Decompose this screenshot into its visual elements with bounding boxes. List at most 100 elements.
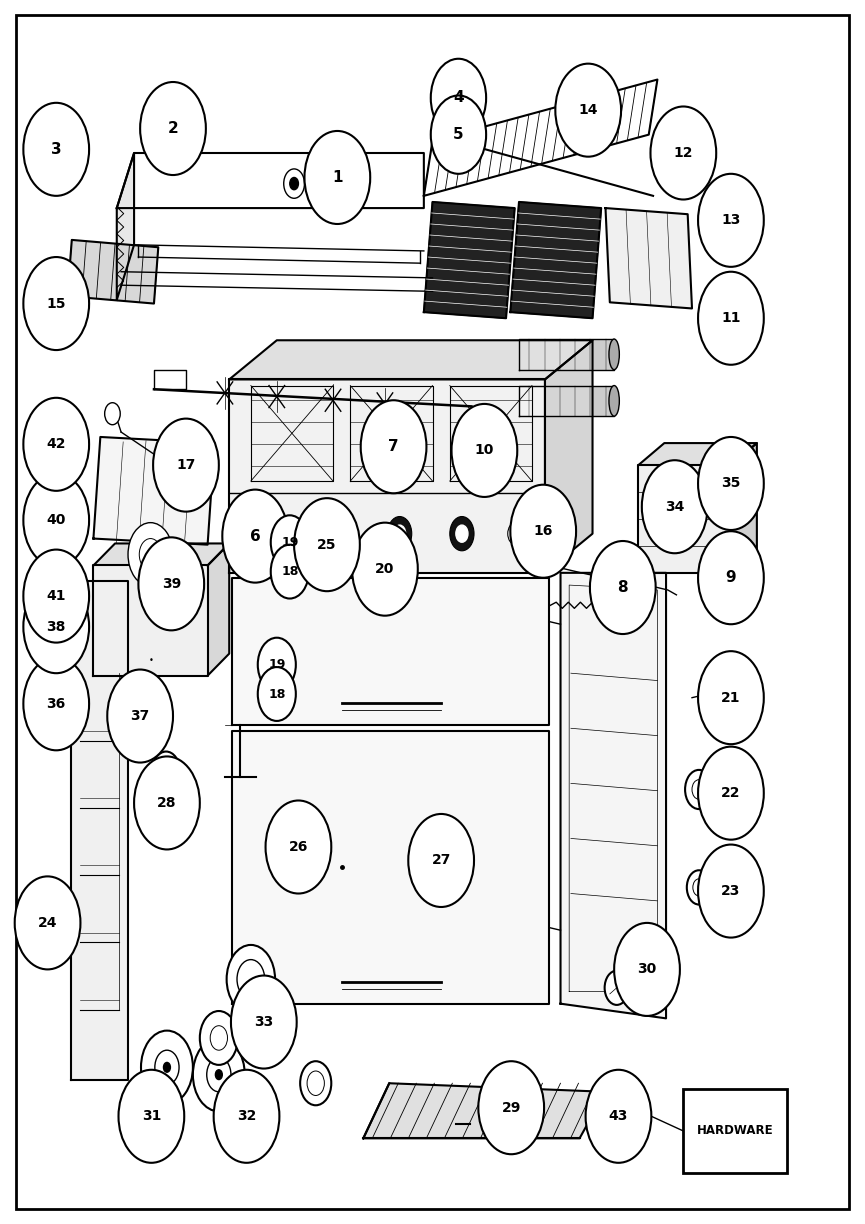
Text: 8: 8 [618,580,628,595]
Text: 24: 24 [38,916,57,930]
Text: 3: 3 [51,142,61,157]
Text: 20: 20 [375,562,394,577]
Circle shape [215,1070,222,1080]
Circle shape [200,1011,238,1065]
Circle shape [698,845,764,938]
Polygon shape [519,386,614,416]
Text: 35: 35 [721,476,740,491]
Polygon shape [638,443,757,465]
Circle shape [227,945,275,1013]
Circle shape [698,651,764,744]
Circle shape [325,517,349,551]
Circle shape [586,1070,651,1163]
Circle shape [258,638,296,692]
Polygon shape [510,202,601,318]
Circle shape [153,419,219,512]
Text: 7: 7 [388,439,399,454]
Text: 33: 33 [254,1015,273,1029]
Circle shape [23,398,89,491]
Text: 18: 18 [268,688,285,700]
Circle shape [23,257,89,350]
Circle shape [105,403,120,425]
Circle shape [394,525,406,542]
Polygon shape [232,731,549,1004]
Text: 27: 27 [432,853,451,868]
Circle shape [590,541,656,634]
Circle shape [408,814,474,907]
Circle shape [698,272,764,365]
Circle shape [698,747,764,840]
Circle shape [698,531,764,624]
Text: 29: 29 [502,1100,521,1115]
Text: 40: 40 [47,513,66,528]
Text: 28: 28 [157,796,176,810]
Ellipse shape [609,339,619,370]
Polygon shape [232,578,549,725]
Bar [683,1089,787,1173]
Circle shape [300,1061,331,1105]
Polygon shape [117,153,134,300]
Circle shape [163,1062,170,1072]
Circle shape [555,64,621,157]
Circle shape [698,174,764,267]
Text: 37: 37 [131,709,150,723]
Circle shape [15,876,80,969]
Polygon shape [71,581,128,1080]
Circle shape [269,525,281,542]
Circle shape [214,1070,279,1163]
Text: 2: 2 [168,121,178,136]
Circle shape [452,404,517,497]
Circle shape [478,1061,544,1154]
Text: 9: 9 [726,570,736,585]
Circle shape [152,752,180,791]
Circle shape [388,517,412,551]
Circle shape [304,131,370,224]
Circle shape [290,177,298,190]
Polygon shape [638,465,731,573]
Circle shape [128,523,173,586]
Polygon shape [117,153,424,208]
Text: 32: 32 [237,1109,256,1124]
Text: 1: 1 [332,170,343,185]
Circle shape [456,525,468,542]
Text: 4: 4 [453,91,464,105]
Circle shape [352,523,418,616]
Ellipse shape [609,386,619,416]
Circle shape [222,490,288,583]
Polygon shape [93,543,229,565]
Polygon shape [424,202,515,318]
Polygon shape [93,437,215,545]
Polygon shape [561,573,666,1018]
Text: 19: 19 [268,659,285,671]
Polygon shape [93,565,208,676]
Text: 39: 39 [162,577,181,591]
Circle shape [119,1070,184,1163]
Circle shape [258,667,296,721]
Text: 42: 42 [47,437,66,452]
Circle shape [605,971,629,1005]
Text: 11: 11 [721,311,740,326]
Circle shape [155,1050,179,1084]
Text: 25: 25 [317,537,336,552]
Polygon shape [208,543,229,676]
Circle shape [210,1026,227,1050]
Text: 30: 30 [638,962,657,977]
Circle shape [687,870,711,905]
Polygon shape [229,379,545,573]
Polygon shape [606,208,692,308]
Text: 19: 19 [281,536,298,548]
Text: 31: 31 [142,1109,161,1124]
Circle shape [141,1031,193,1104]
Circle shape [698,437,764,530]
Circle shape [331,525,343,542]
Text: 5: 5 [453,127,464,142]
Circle shape [510,485,576,578]
Circle shape [361,400,426,493]
Polygon shape [363,1083,606,1138]
Text: 14: 14 [579,103,598,118]
Text: 15: 15 [47,296,66,311]
Polygon shape [731,443,757,573]
Circle shape [693,879,705,896]
Polygon shape [229,340,593,379]
Text: 34: 34 [665,499,684,514]
